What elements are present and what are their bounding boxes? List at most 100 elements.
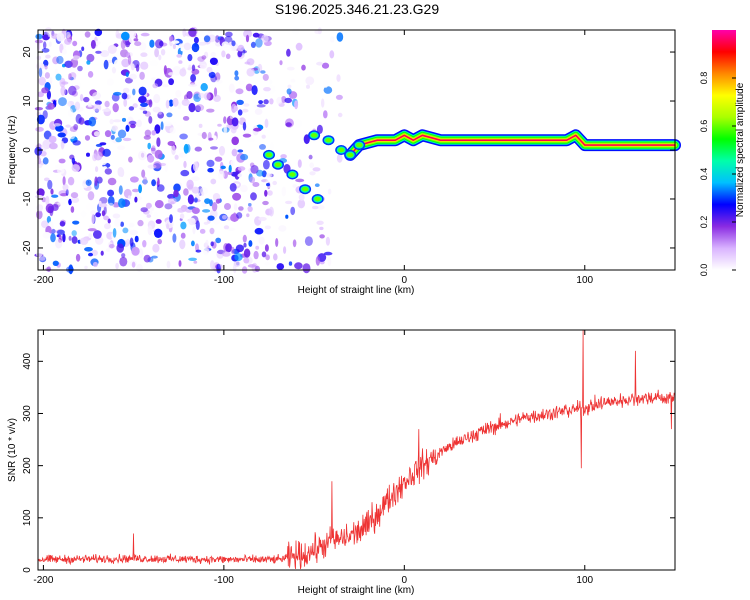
spectrogram-noise-blob	[153, 211, 159, 220]
spectrogram-noise-blob	[151, 77, 157, 81]
spectrogram-noise-blob	[329, 50, 335, 59]
spectrogram-noise-blob	[55, 125, 64, 132]
spectrogram-noise-blob	[57, 148, 65, 156]
spectrogram-noise-blob	[312, 167, 321, 172]
spectrogram-noise-blob	[231, 117, 239, 127]
spectrogram-noise-blob	[135, 64, 140, 72]
spectrogram-noise-blob	[213, 217, 221, 225]
spectrogram-noise-blob	[34, 107, 44, 111]
spectrogram-noise-blob	[46, 90, 52, 100]
spectrogram-noise-blob	[286, 66, 295, 71]
spectrogram-noise-blob	[126, 238, 130, 243]
spectrogram-noise-blob	[88, 116, 97, 127]
spectrogram-noise-blob	[58, 97, 67, 107]
spectrogram-noise-blob	[36, 210, 43, 220]
spectrogram-noise-blob	[173, 183, 181, 192]
spectrogram-noise-blob	[128, 55, 132, 65]
spectrogram-noise-blob	[122, 227, 129, 234]
spectrogram-noise-blob	[94, 176, 98, 187]
spectrogram-noise-blob	[52, 260, 59, 266]
spectrogram-noise-blob	[295, 178, 305, 183]
spectrogram-noise-blob	[86, 53, 95, 63]
spectrogram-noise-blob	[49, 142, 58, 150]
spectrogram-noise-blob	[232, 263, 237, 274]
spectrogram-noise-blob	[180, 221, 187, 230]
spectrogram-noise-blob	[292, 27, 300, 35]
spectrogram-noise-blob	[294, 100, 299, 110]
spectrogram-noise-blob	[86, 203, 93, 211]
spectrogram-noise-blob	[170, 201, 175, 205]
spectrogram-noise-blob	[292, 239, 297, 248]
spectrogram-noise-blob	[35, 248, 44, 258]
spectrogram-noise-blob	[160, 121, 164, 131]
spectrogram-noise-blob	[130, 176, 139, 183]
spectrogram-noise-blob	[245, 83, 253, 92]
spectrogram-noise-blob	[297, 199, 306, 209]
spectrogram-noise-blob	[188, 64, 192, 70]
spectrogram-noise-blob	[257, 63, 263, 73]
spectrogram-noise-blob	[200, 83, 208, 92]
spectrogram-noise-blob	[336, 32, 344, 42]
spectrogram-noise-blob	[60, 140, 65, 150]
spectrogram-y-label: Frequency (Hz)	[7, 116, 18, 185]
spectrogram-noise-blob	[153, 228, 163, 238]
spectrogram-noise-blob	[191, 42, 200, 53]
spectrogram-noise-blob	[37, 91, 44, 98]
spectrogram-noise-blob	[140, 207, 148, 213]
spectrogram-noise-blob	[71, 164, 81, 172]
spectrogram-noise-blob	[86, 60, 91, 65]
spectrogram-noise-blob	[131, 261, 136, 268]
spectrogram-noise-blob	[112, 119, 122, 123]
snr-frame	[37, 329, 676, 571]
spectrogram-noise-blob	[204, 198, 211, 205]
spectrogram-noise-blob	[276, 263, 285, 270]
spectrogram-noise-blob	[258, 236, 265, 245]
spectrogram-noise-blob	[166, 223, 170, 230]
spectrogram-signal-blob	[265, 152, 273, 158]
spectrogram-noise-blob	[336, 153, 343, 163]
spectrogram-noise-blob	[156, 184, 165, 192]
spectrogram-noise-blob	[210, 260, 215, 270]
spectrogram-noise-blob	[103, 59, 109, 70]
colorbar-tick-label: 0.2	[699, 216, 709, 229]
spectrogram-noise-blob	[337, 112, 343, 118]
spectrogram-noise-blob	[121, 117, 127, 122]
spectrogram-noise-blob	[201, 55, 207, 60]
spectrogram-noise-blob	[127, 30, 137, 38]
colorbar-ticks: 0.0 0.2 0.4 0.6 0.8	[699, 72, 736, 276]
spectrogram-noise-blob	[278, 225, 287, 232]
spectrogram-noise-blob	[202, 209, 211, 213]
spectrogram-noise-blob	[286, 88, 292, 95]
spectrogram-noise-blob	[213, 94, 221, 102]
spectrogram-noise-blob	[198, 92, 205, 99]
spectrogram-noise-blob	[240, 184, 248, 193]
spectrogram-noise-blob	[186, 179, 194, 190]
spectrogram-noise-blob	[128, 106, 135, 111]
spectrogram-noise-blob	[241, 108, 249, 113]
spectrogram-noise-blob	[136, 263, 143, 272]
spectrogram-noise-blob	[44, 72, 51, 79]
spectrogram-noise-blob	[191, 240, 195, 247]
spectrogram-noise-blob	[77, 65, 83, 72]
spectrogram-noise-blob	[260, 70, 266, 74]
spectrogram-noise-blob	[181, 99, 190, 106]
spectrogram-noise-blob	[232, 192, 242, 201]
spectrogram-noise-blob	[208, 71, 216, 79]
snr-y-label: SNR (10 * v/v)	[7, 418, 18, 482]
spectrogram-noise-blob	[193, 260, 198, 264]
spectrogram-noise-blob	[137, 219, 144, 227]
spectrogram-noise-blob	[231, 148, 238, 157]
spectrogram-noise-blob	[136, 119, 143, 128]
spectrogram-noise-blob	[251, 85, 258, 96]
spectrogram-noise-blob	[306, 84, 310, 89]
spectrogram-noise-blob	[151, 255, 158, 259]
spectrogram-noise-blob	[116, 243, 124, 253]
spectrogram-noise-blob	[303, 134, 310, 145]
spectrogram-noise-blob	[37, 157, 42, 165]
spectrogram-noise-blob	[112, 228, 117, 238]
spectrogram-noise-blob	[168, 107, 173, 113]
spectrogram-noise-blob	[95, 166, 99, 173]
spectrogram-noise-blob	[138, 96, 147, 104]
spectrogram-noise-blob	[122, 87, 130, 94]
spectrogram-noise-blob	[88, 252, 93, 257]
